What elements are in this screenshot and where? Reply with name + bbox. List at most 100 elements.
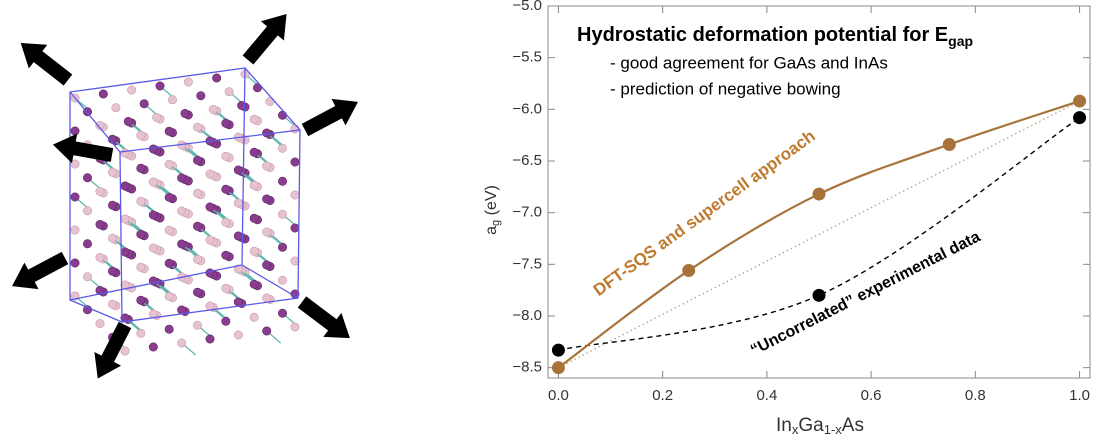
atom [120, 148, 130, 158]
label-part: g [490, 220, 502, 226]
atom [193, 221, 203, 231]
atom [277, 242, 287, 252]
atom [152, 113, 162, 123]
atom [183, 77, 193, 87]
atom [212, 73, 222, 83]
atom [136, 262, 146, 272]
atom [164, 324, 174, 334]
label-part: (eV) [483, 185, 500, 220]
atom [95, 285, 105, 295]
atom [193, 188, 203, 198]
atom [136, 328, 146, 338]
crystal-illustration [69, 67, 301, 356]
atom [233, 297, 243, 307]
atom [277, 176, 287, 186]
plot-frame [547, 5, 1091, 379]
atom [70, 126, 80, 136]
atom [221, 217, 231, 227]
arrow [52, 133, 114, 164]
atom [95, 253, 105, 263]
atom [277, 143, 287, 153]
atom [177, 338, 187, 348]
data-point [551, 361, 565, 375]
atom [249, 246, 259, 256]
atom [127, 85, 137, 95]
atom [180, 109, 190, 119]
atom [290, 124, 300, 134]
atom [148, 177, 158, 187]
atom [95, 220, 105, 230]
atom [164, 159, 174, 169]
atom [233, 264, 243, 274]
atom [168, 95, 178, 105]
atom [262, 326, 272, 336]
atom [148, 243, 158, 253]
data-point [551, 343, 565, 357]
arrow [20, 43, 73, 86]
atom [290, 190, 300, 200]
atom [70, 225, 80, 235]
arrow [297, 296, 350, 339]
label-part: Ga [798, 415, 824, 436]
atom [193, 254, 203, 264]
atom [164, 291, 174, 301]
atom [205, 169, 215, 179]
label-part: In [776, 415, 792, 436]
atom [108, 167, 118, 177]
atom [136, 130, 146, 140]
y-tick-label: −7.5 [512, 255, 542, 272]
atom [221, 283, 231, 293]
atom [108, 266, 118, 276]
atom [95, 121, 105, 131]
atom [193, 122, 203, 132]
atom [221, 151, 231, 161]
atom [83, 206, 93, 216]
y-tick-label: −8.5 [512, 359, 542, 376]
atom [277, 110, 287, 120]
bullet: - prediction of negative bowing [610, 79, 841, 98]
atom [277, 275, 287, 285]
x-axis-label: InxGa1-xAs [776, 415, 864, 437]
data-point [1073, 111, 1087, 125]
atom [208, 105, 218, 115]
arrow [12, 251, 69, 290]
data-point [942, 137, 956, 151]
atom [249, 147, 259, 157]
atom [70, 258, 80, 268]
atom [148, 342, 158, 352]
bullet: - good agreement for GaAs and InAs [610, 53, 888, 72]
chart-title: Hydrostatic deformation potential for Eg… [577, 24, 973, 48]
data-point [682, 264, 696, 278]
atom [205, 235, 215, 245]
atom [249, 312, 259, 322]
unit-cell [69, 67, 301, 323]
atom [136, 163, 146, 173]
atom [136, 229, 146, 239]
label-part: 1-x [824, 422, 843, 437]
x-tick-label: 1.0 [1069, 387, 1090, 404]
label-part: x [792, 422, 799, 437]
atom [83, 272, 93, 282]
label-part: a [483, 226, 500, 235]
atom [205, 301, 215, 311]
atom [193, 287, 203, 297]
atom [164, 258, 174, 268]
atom [83, 239, 93, 249]
atom [177, 206, 187, 216]
atom [120, 247, 130, 257]
y-axis-label: ag (eV) [483, 185, 502, 235]
atom [224, 87, 234, 97]
atom [177, 239, 187, 249]
atom [221, 184, 231, 194]
y-tick-label: −7.0 [512, 204, 542, 221]
atom [221, 118, 231, 128]
atom [70, 159, 80, 169]
atom [148, 210, 158, 220]
atom [233, 231, 243, 241]
atom [233, 330, 243, 340]
arrow [242, 14, 287, 65]
atoms [70, 69, 300, 356]
atom [233, 198, 243, 208]
atom [277, 308, 287, 318]
